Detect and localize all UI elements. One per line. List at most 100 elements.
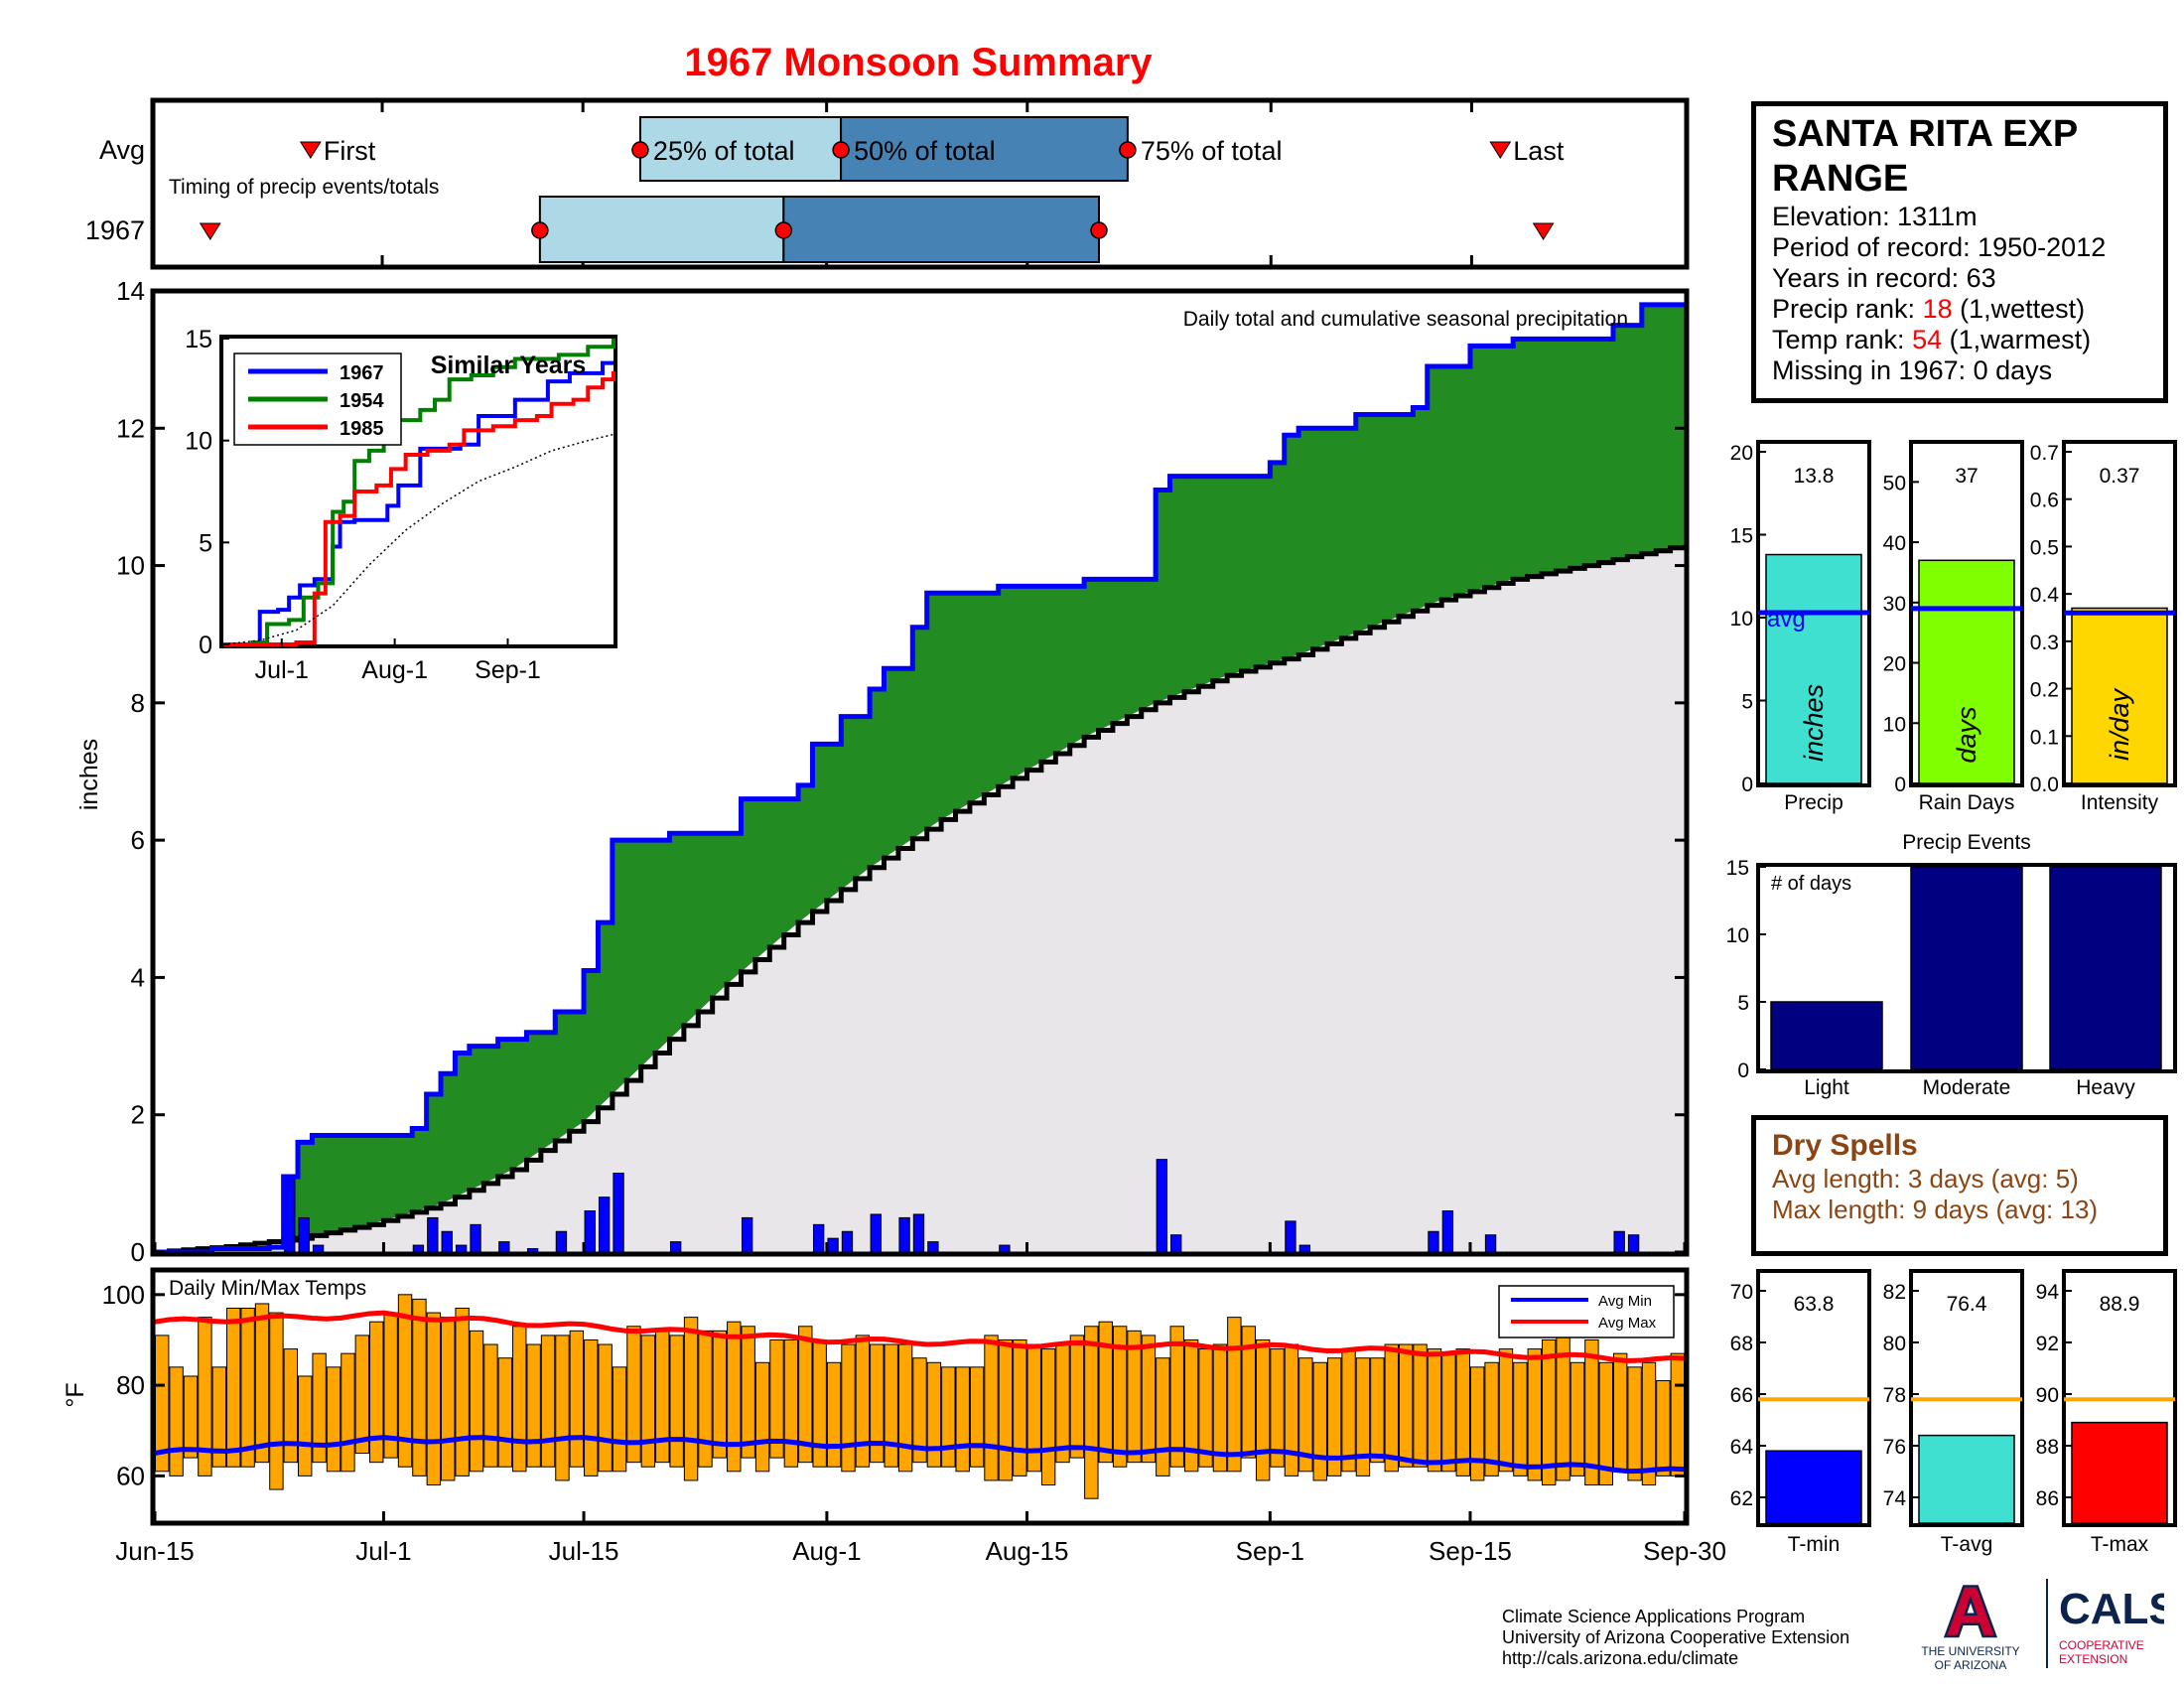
daily-temp-bar [1055, 1343, 1070, 1464]
panel-y-tick-label: 82 [1883, 1281, 1906, 1304]
daily-temp-bar [1441, 1352, 1456, 1473]
daily-temp-bar [826, 1361, 842, 1468]
inset-legend-1985: 1985 [340, 418, 384, 440]
timing-avg-first-triangle [299, 141, 322, 159]
panel-y-tick-label: 86 [2036, 1487, 2059, 1510]
panel-y-tick-label: 64 [1730, 1436, 1754, 1459]
inset-x-tick-label: Jul-1 [255, 656, 309, 684]
daily-temp-bar [783, 1338, 799, 1468]
timing-year-last-triangle [1532, 222, 1555, 240]
daily-temp-bar [1127, 1330, 1142, 1464]
daily-temp-bar [1227, 1317, 1242, 1473]
precip-y-tick-label: 8 [131, 688, 145, 718]
events-title: Precip Events [1902, 831, 2031, 854]
panel-y-tick-label: 0 [1741, 774, 1753, 796]
daily-temp-bar [1598, 1361, 1613, 1485]
panel-y-tick-label: 78 [1883, 1384, 1906, 1407]
surplus-area [283, 304, 1685, 1240]
daily-temp-bar [741, 1326, 755, 1459]
panel-y-tick-label: 0.7 [2030, 442, 2059, 465]
daily-temp-bar [1312, 1361, 1327, 1481]
daily-precip-bar [1627, 1234, 1640, 1253]
daily-temp-bar [941, 1366, 956, 1468]
similar-years-inset: 0 5 10 15 Jul-1 Aug-1 Sep-1 Similar Years 1967… [185, 326, 617, 684]
timing-avg-p25-dot [631, 141, 649, 159]
tmax-panel: 88.9 86 88 90 92 94 T-max [2036, 1269, 2177, 1556]
events-y-tick-label: 10 [1726, 924, 1749, 947]
temp-ylabel: °F [62, 1382, 89, 1407]
daily-temp-bar [198, 1317, 212, 1477]
timing-year-first-triangle [199, 222, 221, 240]
panel-y-tick-label: 0.4 [2030, 584, 2060, 607]
avg-max-line [154, 1310, 1686, 1363]
events-x-labels: Light Moderate Heavy [1804, 1076, 2135, 1099]
inset-y-tick-label: 15 [185, 326, 212, 353]
daily-temp-bar [969, 1366, 985, 1468]
daily-temp-bar [598, 1343, 613, 1473]
x-axis-date-label: Jun-15 [115, 1536, 195, 1566]
daily-temp-bar [1570, 1361, 1585, 1477]
daily-precip-bar [312, 1244, 325, 1253]
panel-y-tick-label: 15 [1730, 525, 1753, 548]
panel-y-tick-label: 66 [1730, 1384, 1753, 1407]
intensity-panel: 0.37 in/day 0.0 0.1 0.2 0.3 0.4 0.5 0.6 0.7 Int… [2030, 440, 2177, 814]
panel-y-tick-label: 90 [2036, 1384, 2059, 1407]
events-bars [1770, 866, 2162, 1070]
panel-y-tick-label: 40 [1883, 532, 1906, 555]
daily-precip-bar [927, 1241, 939, 1253]
daily-temp-bar [1084, 1326, 1099, 1499]
daily-temp-bar [169, 1366, 184, 1477]
daily-temp-bar [1270, 1348, 1285, 1468]
daily-temp-bar [1413, 1343, 1428, 1468]
tavg-xlabel: T-avg [1941, 1533, 1993, 1556]
summary-panels: avg 13.8 inches 0 5 10 15 20 Precip 37 days … [1726, 440, 2177, 1556]
timing-panel: Avg 1967 Timing of precip events/totals … [85, 97, 1690, 270]
temp-title: Daily Min/Max Temps [169, 1277, 366, 1300]
panel-y-tick-label: 0.1 [2030, 726, 2059, 749]
panel-y-tick-label: 62 [1730, 1487, 1753, 1510]
inset-x-tick-label: Aug-1 [361, 656, 428, 684]
intensity-panel-y-axis: 0.0 0.1 0.2 0.3 0.4 0.5 0.6 0.7 [2030, 442, 2072, 796]
daily-temp-bar [412, 1298, 427, 1477]
daily-temp-bar [483, 1343, 498, 1468]
daily-temp-bar [226, 1308, 241, 1468]
daily-temp-bar [455, 1308, 470, 1477]
intensity-unit: in/day [2105, 687, 2134, 761]
precip-bar [1765, 553, 1862, 784]
station-period: Period of record: 1950-2012 [1772, 232, 2107, 262]
events-annotation: # of days [1771, 873, 1851, 895]
credits: Climate Science Applications Program Uni… [1502, 1607, 1849, 1669]
timing-year-p50-dot [774, 221, 793, 239]
temp-rank-note: (1,warmest) [1942, 325, 2092, 354]
daily-temp-bar [1541, 1338, 1557, 1485]
precip-panel: avg 13.8 inches 0 5 10 15 20 Precip [1730, 440, 1871, 814]
inset-legend-1967: 1967 [340, 362, 384, 384]
dry-spells-title: Dry Spells [1772, 1129, 1918, 1162]
station-temp-rank: Temp rank: 54 (1,warmest) [1772, 325, 2149, 355]
tmin-value: 63.8 [1794, 1293, 1835, 1316]
panel-y-tick-label: 0.5 [2030, 536, 2059, 559]
daily-precip-bar [1170, 1234, 1182, 1253]
tavg-value: 76.4 [1947, 1293, 1987, 1316]
precip-y-tick-label: 4 [131, 962, 145, 992]
daily-temp-bar [1212, 1343, 1228, 1473]
temp-rank-value: 54 [1912, 325, 1943, 354]
daily-temp-bar [1527, 1348, 1542, 1481]
dry-avg-length: Avg length: 3 days (avg: 5) [1772, 1164, 2079, 1194]
daily-precip-bar [827, 1237, 839, 1253]
inset-y-tick-label: 5 [199, 529, 212, 557]
x-axis-date-label: Sep-15 [1429, 1536, 1512, 1566]
daily-temp-bar [926, 1361, 942, 1468]
inset-axes: 0 5 10 15 Jul-1 Aug-1 Sep-1 [185, 326, 541, 684]
daily-precip-bar [741, 1216, 753, 1253]
tavg-bar [1918, 1434, 2015, 1524]
precip-y-tick-label: 0 [131, 1237, 145, 1267]
cals-logo-line-1: COOPERATIVE [2059, 1638, 2144, 1652]
intensity-xlabel: Intensity [2081, 791, 2159, 814]
daily-precip-bar [498, 1241, 510, 1253]
precip-rank-label: Precip rank: [1772, 294, 1923, 324]
panel-y-tick-label: 88 [2036, 1436, 2059, 1459]
credits-line-2: University of Arizona Cooperative Extens… [1502, 1627, 1850, 1647]
daily-precip-bar [441, 1230, 453, 1253]
daily-temp-bar [298, 1375, 313, 1477]
